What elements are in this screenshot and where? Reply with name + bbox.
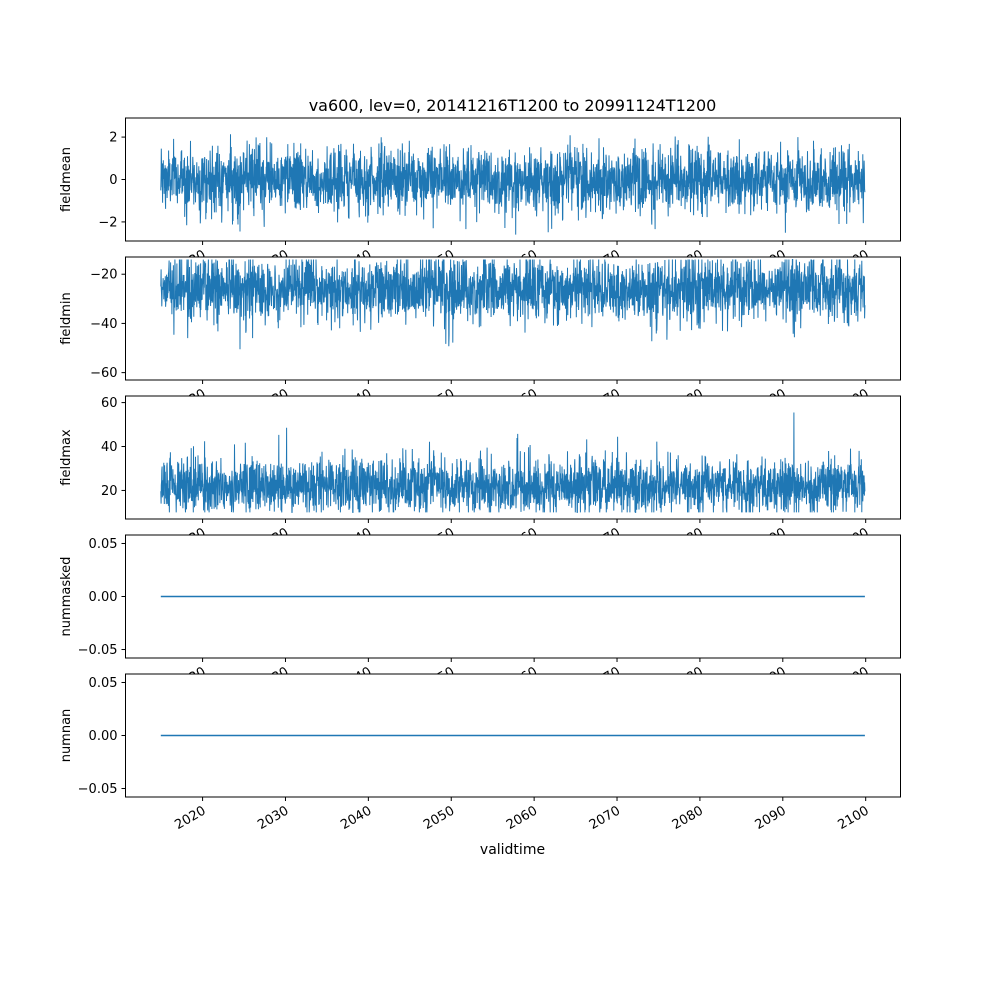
series-line [160,412,866,513]
y-tick-label: −60 [90,366,117,381]
x-tick-label: 2080 [670,803,706,833]
y-tick-label: 60 [101,396,118,411]
x-tick-label: 2070 [587,803,623,833]
x-tick-label: 2020 [172,803,208,833]
series-line [160,134,866,235]
subplot-fieldmean: 20−2fieldmean202020302040205020602070208… [59,117,901,277]
x-tick-label: 2040 [338,803,374,833]
x-tick-label: 2030 [255,803,291,833]
figure-title: va600, lev=0, 20141216T1200 to 20991124T… [308,96,717,115]
x-tick-label: 2090 [753,803,789,833]
subplot-numnan: 0.05 0.00 −0.05 numnan 2020 2030 2040 2050 2060 2… [59,673,901,833]
y-axis-label-fieldmin: fieldmin [59,292,74,345]
y-tick-label: 0.00 [89,729,118,744]
y-tick-label: −2 [98,215,117,230]
x-axis-label: validtime [479,842,546,858]
y-tick-label: 0.05 [89,537,118,552]
x-tick-label: 2100 [836,803,872,833]
y-tick-label: −0.05 [78,643,118,658]
x-tick-label: 2060 [504,803,540,833]
y-axis-label-numnan: numnan [59,709,74,763]
y-tick-label: −20 [90,268,117,283]
y-tick-label: 2 [109,131,117,146]
y-axis-label-nummasked: nummasked [59,557,74,637]
x-tick-label: 2050 [421,803,457,833]
y-tick-label: 20 [101,484,118,499]
subplot-nummasked: 0.050.00−0.05nummasked202020302040205020… [59,534,901,694]
y-tick-label: −0.05 [78,782,118,797]
subplot-fieldmax: 604020fieldmax20202030204020502060207020… [59,395,901,555]
y-tick-label: 40 [101,440,118,455]
y-tick-label: 0.05 [89,676,118,691]
series-line [160,259,866,350]
y-axis-label-fieldmean: fieldmean [59,147,74,212]
y-axis-label-fieldmax: fieldmax [59,429,74,486]
y-tick-label: 0 [109,173,117,188]
axes-frame [125,256,901,381]
y-tick-label: 0.00 [89,590,118,605]
axes-frame [125,395,901,520]
y-tick-label: −40 [90,317,117,332]
subplot-fieldmin: −20−40−60fieldmin20202030204020502060207… [59,256,901,416]
